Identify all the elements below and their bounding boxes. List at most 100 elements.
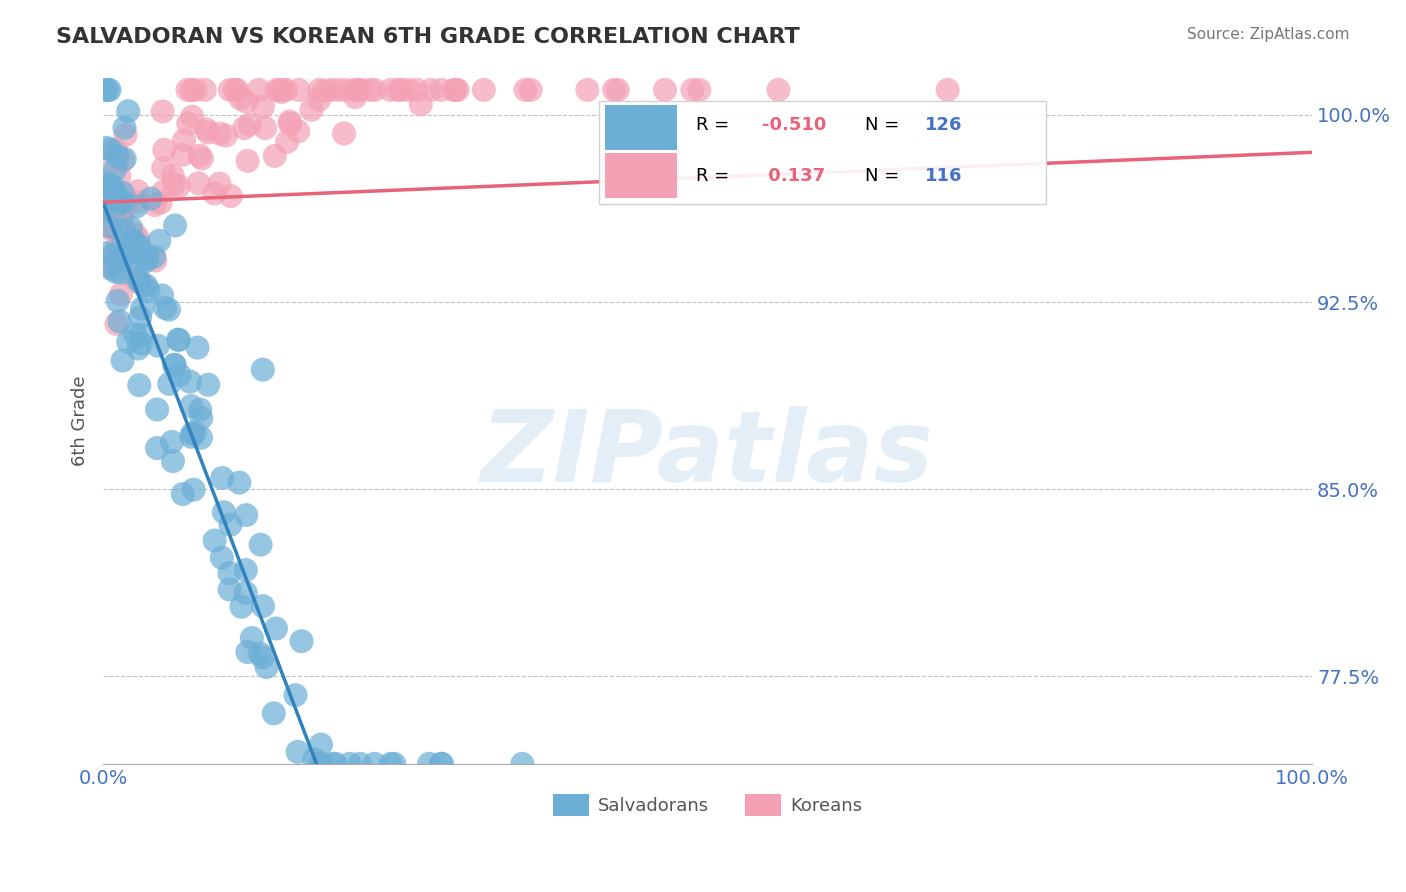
Point: [430, 83, 453, 97]
Point: [136, 250, 159, 264]
Point: [120, 220, 142, 235]
Y-axis label: 6th Grade: 6th Grade: [72, 376, 89, 466]
Point: [107, 149, 129, 163]
Point: [100, 194, 122, 209]
Point: [287, 124, 309, 138]
Point: [97, 219, 120, 234]
Point: [100, 181, 122, 195]
Point: [135, 254, 157, 268]
Point: [101, 179, 124, 194]
Point: [129, 327, 152, 342]
Point: [160, 434, 183, 449]
Point: [235, 563, 257, 577]
Point: [309, 738, 332, 752]
Point: [194, 83, 217, 97]
Point: [180, 399, 202, 413]
Point: [229, 92, 252, 106]
Point: [128, 238, 150, 252]
Point: [104, 186, 127, 200]
Point: [288, 83, 311, 97]
Point: [107, 293, 129, 308]
Point: [110, 287, 132, 301]
Point: [131, 301, 153, 316]
Point: [219, 517, 242, 532]
Point: [576, 83, 599, 97]
FancyBboxPatch shape: [605, 105, 678, 150]
Point: [389, 83, 412, 97]
Point: [117, 104, 139, 119]
Point: [270, 85, 292, 99]
Point: [100, 261, 122, 276]
Point: [319, 83, 342, 97]
Point: [157, 376, 180, 391]
Point: [252, 100, 274, 114]
Point: [443, 83, 465, 97]
Text: -0.510: -0.510: [762, 117, 827, 135]
Point: [219, 83, 242, 97]
Point: [100, 142, 122, 156]
Point: [127, 342, 149, 356]
Point: [364, 83, 387, 97]
Point: [127, 184, 149, 198]
Text: ZIPatlas: ZIPatlas: [481, 407, 934, 503]
Text: N =: N =: [865, 117, 905, 135]
Point: [308, 83, 330, 97]
Point: [224, 83, 246, 97]
Point: [380, 756, 402, 771]
Point: [125, 252, 148, 266]
Point: [264, 622, 287, 636]
Point: [108, 195, 131, 210]
Point: [139, 192, 162, 206]
Point: [263, 706, 285, 721]
Point: [138, 284, 160, 298]
Point: [236, 645, 259, 659]
Point: [148, 234, 170, 248]
Point: [274, 83, 297, 97]
Point: [121, 244, 143, 259]
Point: [105, 317, 128, 331]
Text: N =: N =: [865, 167, 905, 185]
Point: [606, 83, 628, 97]
Point: [768, 83, 790, 97]
Point: [211, 471, 233, 485]
Point: [472, 83, 495, 97]
Point: [107, 238, 129, 252]
Point: [97, 258, 120, 272]
Point: [252, 362, 274, 376]
Point: [157, 302, 180, 317]
Point: [266, 83, 288, 97]
Point: [114, 128, 136, 142]
Legend: Salvadorans, Koreans: Salvadorans, Koreans: [546, 787, 870, 823]
Point: [249, 647, 271, 661]
Point: [110, 266, 132, 280]
Point: [111, 186, 134, 200]
Point: [187, 341, 209, 355]
Point: [519, 83, 541, 97]
Point: [252, 650, 274, 665]
Point: [98, 222, 121, 236]
Point: [515, 83, 537, 97]
Point: [162, 454, 184, 468]
Point: [150, 288, 173, 302]
Point: [111, 206, 134, 220]
Point: [167, 179, 190, 194]
Point: [114, 152, 136, 166]
Point: [254, 121, 277, 136]
Point: [218, 582, 240, 597]
Point: [252, 599, 274, 614]
Point: [204, 533, 226, 548]
Point: [219, 189, 242, 203]
Point: [208, 177, 231, 191]
Point: [190, 411, 212, 425]
Point: [290, 634, 312, 648]
Point: [312, 84, 335, 98]
Point: [152, 161, 174, 175]
Point: [446, 83, 468, 97]
Point: [405, 83, 427, 97]
Point: [96, 156, 118, 170]
Point: [681, 83, 703, 97]
Point: [278, 117, 301, 131]
Point: [256, 660, 278, 674]
Point: [108, 252, 131, 267]
Point: [127, 194, 149, 209]
